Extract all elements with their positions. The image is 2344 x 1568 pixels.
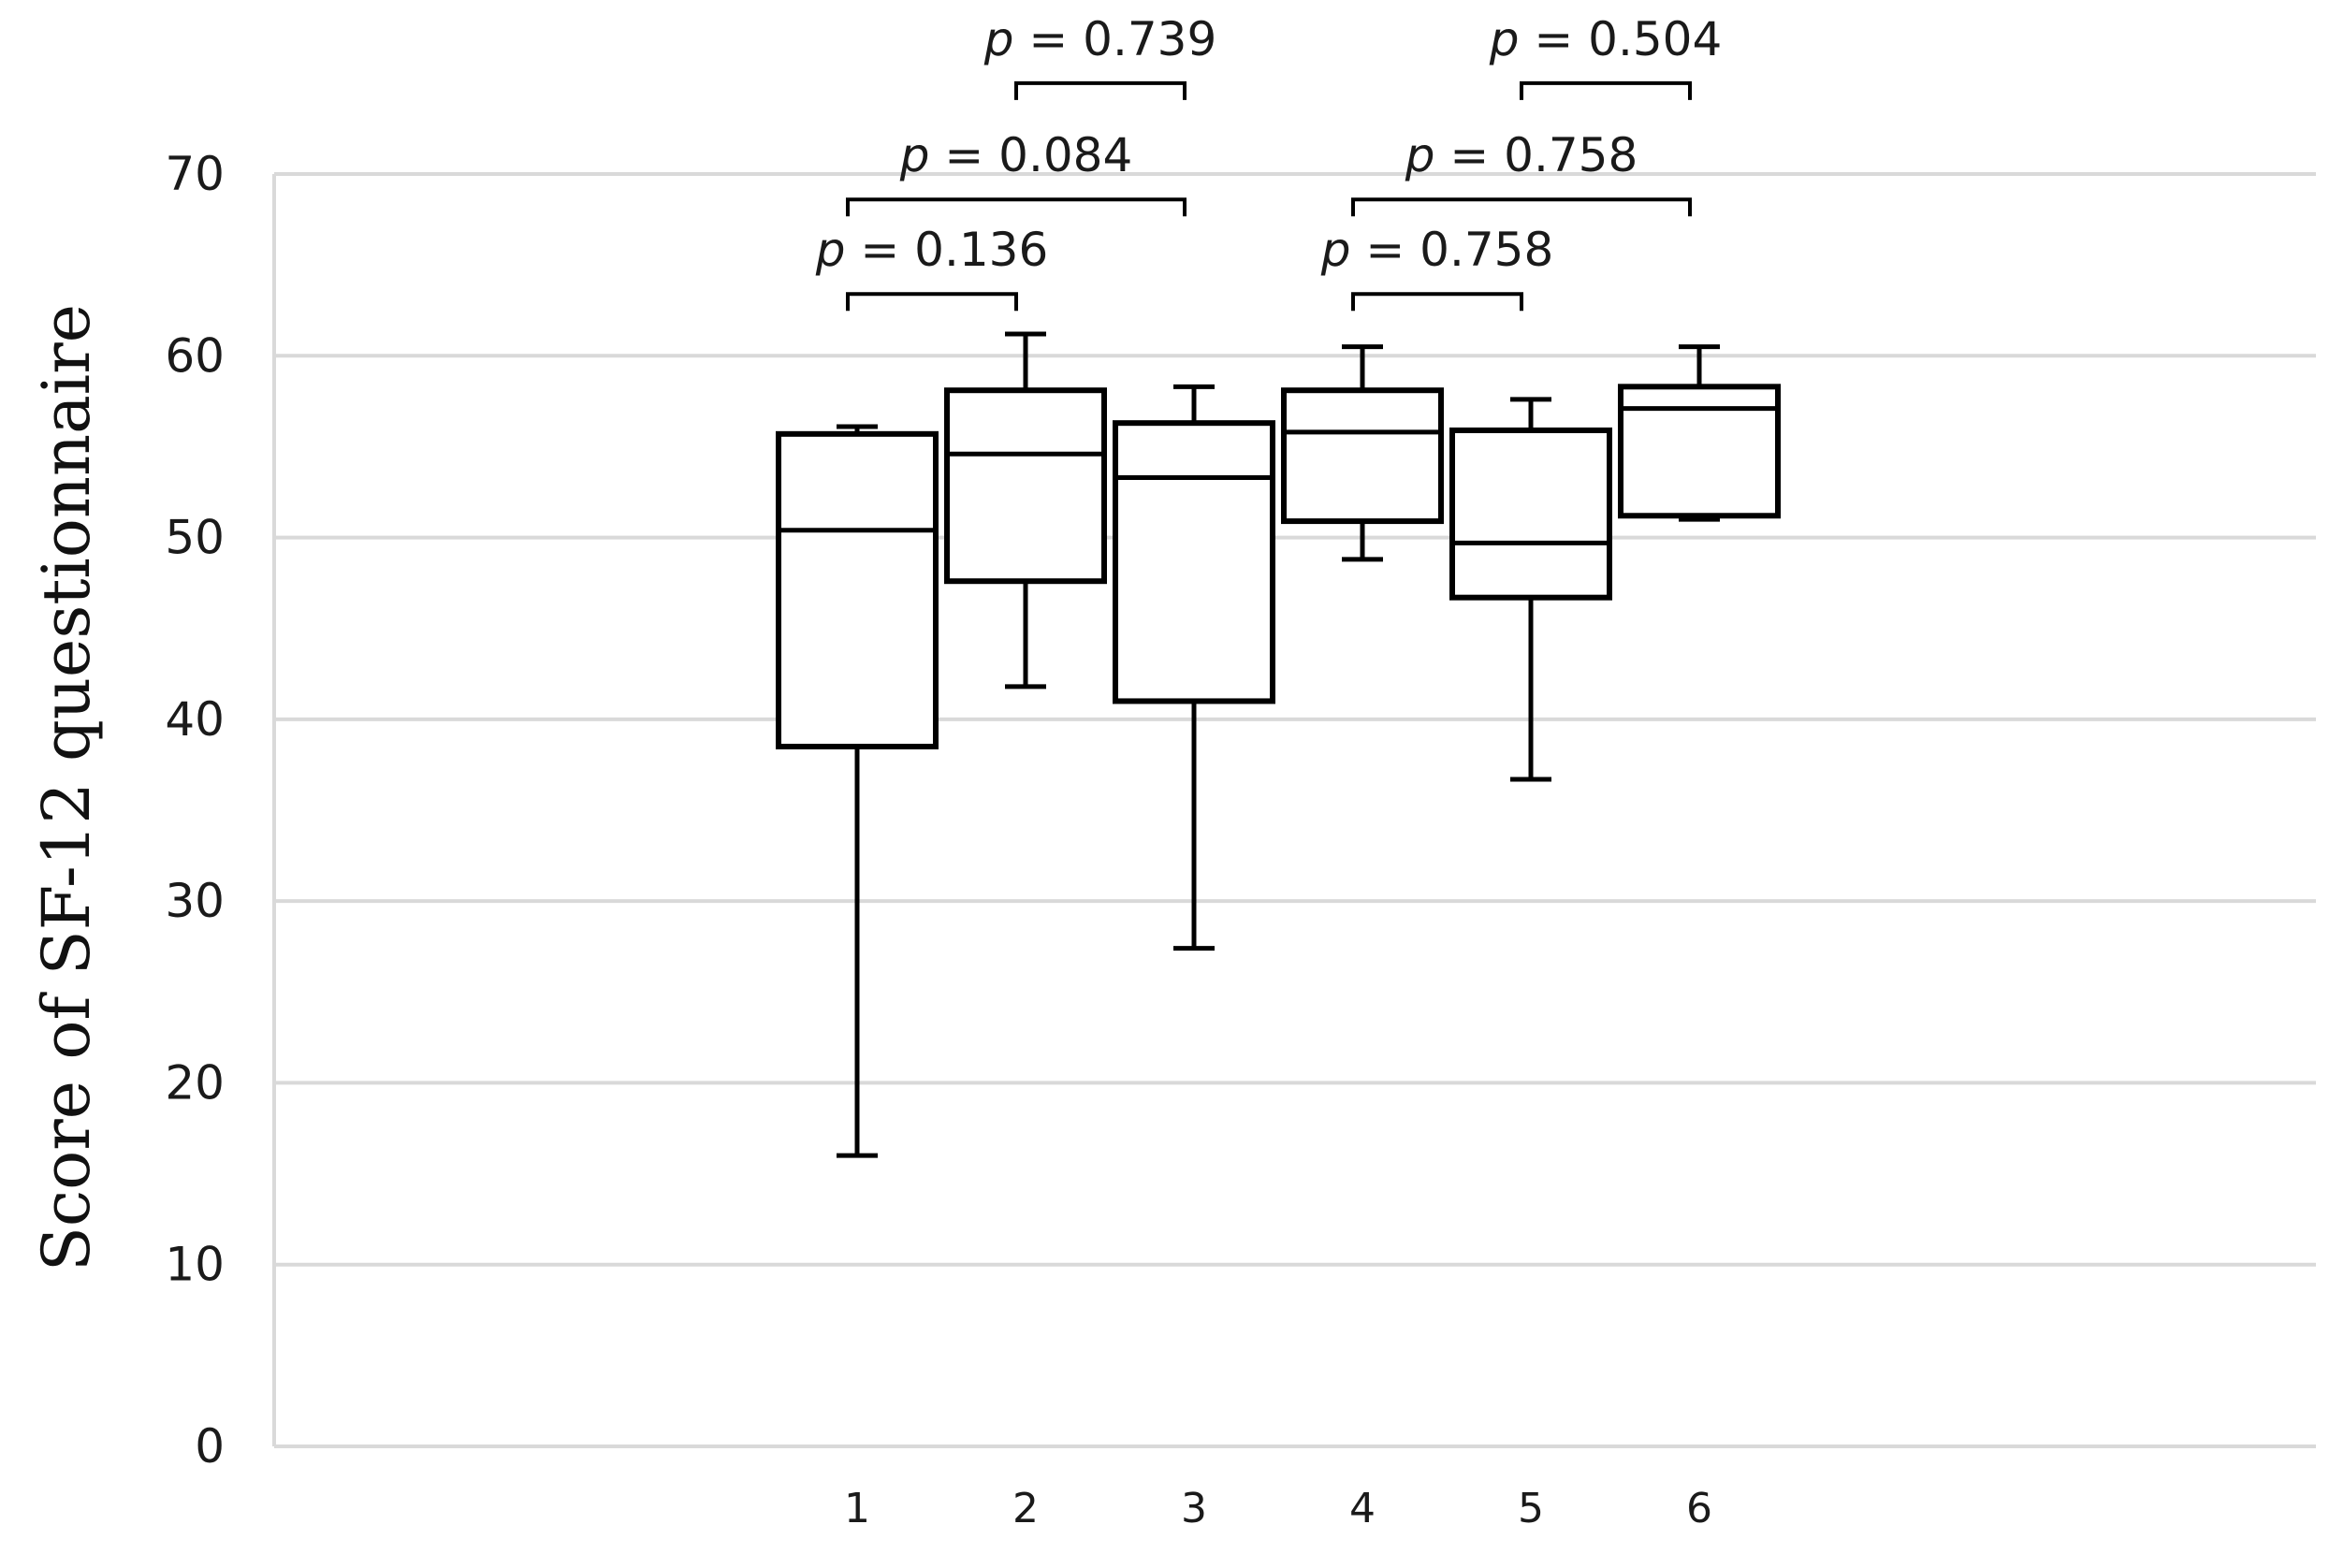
bracket-line <box>1014 80 1187 100</box>
box-plot-item <box>944 331 1107 690</box>
box-plot-item <box>1113 384 1275 951</box>
bracket-line <box>1520 80 1692 100</box>
p-symbol: p <box>1405 128 1435 182</box>
p-value-text: = 0.758 <box>1350 223 1553 277</box>
p-value-label: p = 0.758 <box>1320 223 1554 277</box>
box-plot-item <box>776 424 939 1158</box>
p-value-text: = 0.758 <box>1434 128 1638 182</box>
p-symbol: p <box>983 12 1014 66</box>
iqr-box <box>1281 387 1444 525</box>
p-value-label: p = 0.136 <box>815 223 1049 277</box>
p-value-text: = 0.136 <box>845 223 1048 277</box>
p-value-text: = 0.739 <box>1013 12 1216 66</box>
bracket-line <box>1351 197 1692 217</box>
significance-bracket: p = 0.739 <box>983 12 1217 100</box>
x-axis-tick-labels: 1 2 3 4 5 6 <box>844 1485 1712 1532</box>
box-plot-item <box>1281 344 1444 562</box>
bracket-line <box>1351 292 1523 312</box>
box-plot-item <box>1618 344 1781 522</box>
x-tick-label: 5 <box>1518 1485 1544 1532</box>
significance-bracket: p = 0.504 <box>1489 12 1723 100</box>
y-tick-label: 50 <box>165 511 225 565</box>
y-tick-label: 40 <box>165 692 225 747</box>
significance-bracket: p = 0.758 <box>1320 223 1554 312</box>
y-tick-label: 20 <box>165 1055 225 1110</box>
p-value-label: p = 0.504 <box>1489 12 1723 66</box>
iqr-box <box>776 430 939 749</box>
x-tick-label: 4 <box>1349 1485 1376 1532</box>
bracket-line <box>846 292 1018 312</box>
p-value-label: p = 0.758 <box>1405 128 1638 182</box>
bracket-line <box>846 197 1187 217</box>
significance-bracket: p = 0.758 <box>1351 128 1692 217</box>
iqr-box <box>1449 427 1612 601</box>
x-tick-label: 6 <box>1686 1485 1712 1532</box>
y-tick-label: 60 <box>165 328 225 383</box>
x-tick-label: 3 <box>1181 1485 1207 1532</box>
x-tick-label: 2 <box>1012 1485 1039 1532</box>
y-tick-label: 0 <box>195 1419 225 1474</box>
p-value-text: = 0.084 <box>929 128 1132 182</box>
y-tick-label: 30 <box>165 874 225 928</box>
significance-bracket: p = 0.136 <box>815 223 1049 312</box>
y-axis-label: Score of SF-12 questionnaire <box>28 304 105 1271</box>
y-tick-label: 10 <box>165 1238 225 1292</box>
p-value-label: p = 0.739 <box>983 12 1217 66</box>
x-tick-label: 1 <box>844 1485 870 1532</box>
p-value-label: p = 0.084 <box>899 128 1133 182</box>
gridlines <box>272 172 2316 1448</box>
p-symbol: p <box>815 223 846 277</box>
iqr-box <box>1618 384 1781 519</box>
iqr-box <box>944 387 1107 585</box>
p-value-text: = 0.504 <box>1519 12 1722 66</box>
y-axis-tick-labels: 0 10 20 30 40 50 60 70 <box>165 147 225 1474</box>
box-series <box>776 331 1781 1158</box>
p-symbol: p <box>899 128 930 182</box>
significance-bracket: p = 0.084 <box>846 128 1187 217</box>
p-symbol: p <box>1489 12 1520 66</box>
y-tick-label: 70 <box>165 147 225 201</box>
box-plot-item <box>1449 397 1612 782</box>
iqr-box <box>1113 420 1275 704</box>
p-symbol: p <box>1320 223 1351 277</box>
